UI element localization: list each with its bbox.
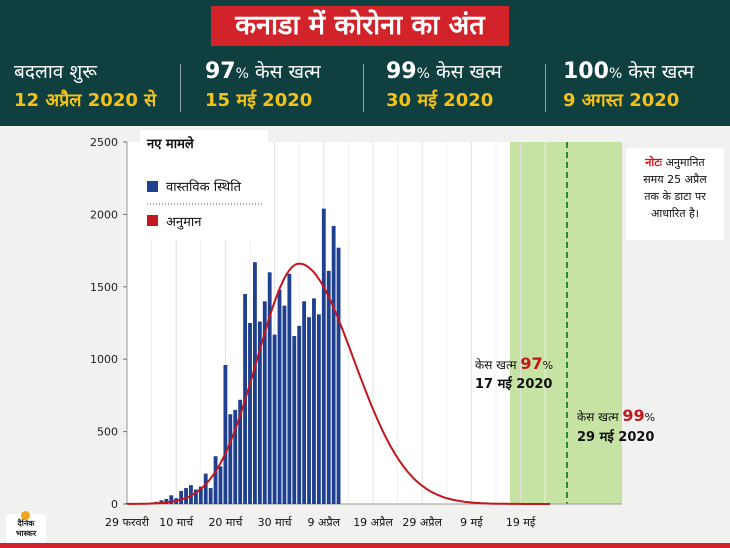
annotation-97-label: केस खत्म 97%: [475, 354, 553, 373]
y-tick-label: 0: [111, 498, 118, 511]
bar: [297, 325, 302, 504]
bar: [208, 488, 213, 504]
footer-bar: [0, 543, 730, 548]
bar: [336, 247, 341, 504]
legend-swatch-estimate: [147, 215, 158, 226]
bar: [233, 409, 238, 504]
bar: [277, 289, 282, 504]
x-tick-label: 20 मार्च: [208, 516, 243, 529]
stat-date: 9 अगस्त 2020: [563, 90, 680, 111]
stat-date: 15 मई 2020: [205, 90, 313, 111]
bar: [169, 495, 174, 504]
bar: [312, 298, 316, 504]
stat-99: 99% केस खत्म 30 मई 2020: [386, 58, 502, 112]
stat-100: 100% केस खत्म 9 अगस्त 2020: [563, 58, 694, 112]
note-line-1: नोटः अनुमानित: [644, 155, 705, 169]
x-tick-label: 9 मई: [460, 516, 483, 529]
bar: [272, 334, 277, 504]
stat-sym: %: [608, 66, 623, 82]
bar: [228, 414, 233, 504]
x-tick-label: 19 अप्रैल: [353, 516, 393, 529]
bar: [164, 498, 169, 504]
y-tick-label: 2000: [90, 208, 118, 221]
y-tick-label: 1000: [90, 353, 118, 366]
cases-chart: 0 500 1000 1500 2000 2500 29 फरवरी 10 मार्च 20 …: [90, 130, 724, 529]
y-tick-label: 2500: [90, 136, 118, 149]
bar: [198, 486, 203, 504]
y-axis-title: नए मामले: [146, 136, 195, 152]
page-title: कनाडा में कोरोना का अंत: [211, 6, 509, 46]
bar: [213, 456, 218, 504]
stat-sym: %: [416, 66, 430, 82]
divider: [545, 64, 546, 112]
stat-label: केस खत्म: [248, 61, 321, 83]
bar: [316, 314, 321, 504]
stat-97: 97% केस खत्म 15 मई 2020: [205, 58, 321, 112]
divider: [363, 64, 364, 112]
legend-label-actual: वास्तविक स्थिति: [166, 179, 242, 195]
annotation-97-date: 17 मई 2020: [475, 376, 552, 392]
divider: [180, 64, 181, 112]
legend-box: [140, 130, 268, 240]
stat-label: बदलाव शुरू: [14, 61, 98, 83]
legend-label-estimate: अनुमान: [166, 215, 202, 230]
y-tick-label: 500: [97, 426, 118, 439]
stat-date: 12 अप्रैल 2020 से: [14, 90, 157, 111]
stat-change-start: बदलाव शुरू 12 अप्रैल 2020 से: [14, 58, 156, 112]
annotation-99-date: 29 मई 2020: [577, 429, 654, 445]
bar: [184, 488, 188, 504]
x-tick-label: 9 अप्रैल: [307, 516, 340, 529]
bar: [203, 473, 208, 504]
stat-label: केस खत्म: [429, 61, 502, 83]
stat-pct: 99: [386, 59, 417, 84]
x-tick-label: 29 फरवरी: [105, 516, 149, 529]
note-line-2: समय 25 अप्रैल: [643, 173, 707, 186]
note-line-4: आधारित है।: [651, 207, 699, 220]
bar: [223, 364, 228, 504]
estimate-curve: [126, 262, 551, 505]
bar: [321, 208, 326, 504]
bar: [282, 305, 287, 504]
note-box: [626, 148, 724, 240]
bar: [179, 490, 184, 504]
bar: [307, 317, 311, 504]
bar: [302, 301, 307, 504]
bar: [326, 270, 331, 504]
logo-sun-icon: [21, 511, 30, 520]
stat-pct: 97: [205, 59, 236, 84]
stat-pct: 100: [563, 59, 609, 84]
legend-swatch-actual: [147, 181, 158, 192]
annotation-99-label: केस खत्म 99%: [577, 406, 655, 425]
bar: [257, 321, 262, 504]
bar: [218, 466, 223, 504]
stat-label: केस खत्म: [622, 61, 695, 83]
stat-date: 30 मई 2020: [386, 90, 494, 111]
x-tick-label: 19 मई: [506, 516, 536, 529]
x-tick-label: 10 मार्च: [159, 516, 194, 529]
stat-sym: %: [235, 66, 249, 82]
dainik-bhaskar-logo: दैनिक भास्कर: [6, 511, 46, 544]
header-band: कनाडा में कोरोना का अंत बदलाव शुरू 12 अप…: [0, 0, 730, 126]
bar: [331, 225, 336, 504]
x-tick-label: 30 मार्च: [258, 516, 293, 529]
bar: [262, 301, 267, 504]
bar: [193, 489, 198, 504]
note-line-3: तक के डाटा पर: [644, 190, 706, 203]
x-tick-label: 29 अप्रैल: [402, 516, 442, 529]
bar: [267, 272, 272, 504]
bar: [238, 399, 243, 504]
y-tick-label: 1500: [90, 281, 118, 294]
bar: [292, 336, 297, 504]
bar: [287, 273, 292, 504]
bar: [253, 262, 257, 504]
bar: [248, 323, 252, 504]
